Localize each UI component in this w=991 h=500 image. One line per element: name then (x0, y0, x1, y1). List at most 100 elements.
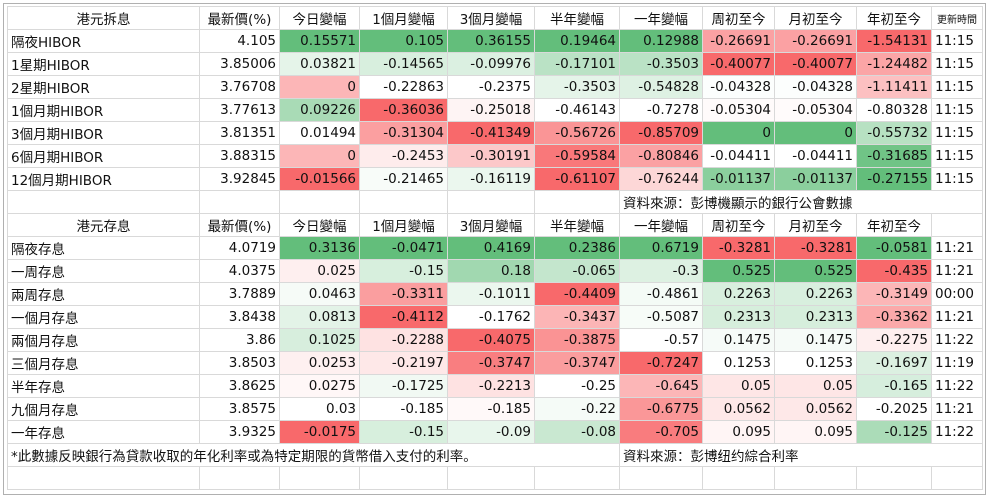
rate-cell: -0.645 (619, 374, 703, 398)
rate-cell: -1.11411 (856, 75, 932, 99)
rate-cell: -0.3437 (534, 305, 620, 329)
rate-cell: 0.03 (279, 397, 360, 421)
rate-cell: -0.41349 (447, 121, 535, 145)
rate-cell: -0.165 (856, 374, 932, 398)
empty-cell (534, 466, 620, 490)
update-time: 11:19 (931, 351, 983, 375)
rate-cell: -0.15 (359, 420, 448, 444)
rate-cell: -0.01137 (774, 167, 857, 191)
rate-cell: -0.3311 (359, 282, 448, 306)
rate-cell: 0.1025 (279, 328, 360, 352)
rate-cell: -0.7247 (619, 351, 703, 375)
rate-cell: -0.4861 (619, 282, 703, 306)
row-label: 12個月期HIBOR (7, 167, 200, 191)
data-row: 一個月存息 3.8438 0.0813 -0.4112 -0.1762 -0.3437 -0… (7, 305, 983, 329)
rate-cell: -0.2288 (359, 328, 448, 352)
column-header: 月初至今 (774, 213, 857, 237)
rate-cell: -0.05304 (774, 98, 857, 122)
screenshot-frame: 港元拆息 最新價(%) 今日變幅 1個月變幅 3個月變幅 半年變幅 一年變幅 周初至今 月初至今… (3, 3, 986, 495)
rate-cell: -0.185 (359, 397, 448, 421)
rate-cell: 0.525 (702, 259, 775, 283)
row-label: 兩個月存息 (7, 328, 200, 352)
data-row: 兩周存息 3.7889 0.0463 -0.3311 -0.1011 -0.4409 -0.… (7, 282, 983, 306)
empty-cell (931, 466, 983, 490)
rate-cell: -0.01137 (702, 167, 775, 191)
rate-cell: -0.3281 (774, 236, 857, 260)
rate-cell: -0.09 (447, 420, 535, 444)
rate-cell: 0.095 (774, 420, 857, 444)
rate-cell: -0.30191 (447, 144, 535, 168)
rate-cell: 3.85006 (199, 52, 280, 76)
rate-cell: -0.3 (619, 259, 703, 283)
empty-cell (619, 466, 703, 490)
rate-cell: -0.3149 (856, 282, 932, 306)
rate-cell: 0.1253 (774, 351, 857, 375)
rate-cell: 0 (279, 75, 360, 99)
empty-cell (931, 213, 983, 237)
rate-cell: 3.76708 (199, 75, 280, 99)
update-time: 11:15 (931, 167, 983, 191)
rate-cell: -0.22 (534, 397, 620, 421)
rate-cell: -0.22863 (359, 75, 448, 99)
rate-cell: 0.05 (774, 374, 857, 398)
rate-cell: -0.0175 (279, 420, 360, 444)
row-label: 1星期HIBOR (7, 52, 200, 76)
column-header: 3個月變幅 (447, 6, 535, 30)
rate-cell: -0.6775 (619, 397, 703, 421)
row-label: 隔夜存息 (7, 236, 200, 260)
rate-cell: 0.15571 (279, 29, 360, 53)
rate-cell: -0.31685 (856, 144, 932, 168)
rate-cell: -0.59584 (534, 144, 620, 168)
update-time: 11:15 (931, 75, 983, 99)
rate-cell: 0.2386 (534, 236, 620, 260)
rate-cell: -0.21465 (359, 167, 448, 191)
data-row: 6個月期HIBOR 3.88315 0 -0.2453 -0.30191 -0.59584… (7, 144, 983, 168)
rate-cell: -0.56726 (534, 121, 620, 145)
rate-cell: -0.76244 (619, 167, 703, 191)
column-header: 港元存息 (7, 213, 200, 237)
update-time: 11:15 (931, 98, 983, 122)
data-row: 隔夜存息 4.0719 0.3136 -0.0471 0.4169 0.2386 0.671… (7, 236, 983, 260)
rate-cell: -0.80328 (856, 98, 932, 122)
rate-cell: 4.0375 (199, 259, 280, 283)
empty-cell (199, 466, 280, 490)
empty-cell (279, 190, 360, 214)
rate-cell: -0.25018 (447, 98, 535, 122)
data-row: 一年存息 3.9325 -0.0175 -0.15 -0.09 -0.08 -0.705 0.… (7, 420, 983, 444)
update-time: 11:15 (931, 29, 983, 53)
rate-cell: -0.3747 (447, 351, 535, 375)
row-label: 1個月期HIBOR (7, 98, 200, 122)
column-header: 最新價(%) (199, 213, 280, 237)
row-label: 隔夜HIBOR (7, 29, 200, 53)
row-label: 6個月期HIBOR (7, 144, 200, 168)
empty-cell (447, 190, 535, 214)
rate-cell: 3.77613 (199, 98, 280, 122)
rate-cell: 0.1475 (702, 328, 775, 352)
rate-cell: 0.1475 (774, 328, 857, 352)
rate-cell: -0.3503 (619, 52, 703, 76)
rate-cell: -0.0471 (359, 236, 448, 260)
row-label: 一個月存息 (7, 305, 200, 329)
rate-cell: -0.065 (534, 259, 620, 283)
rate-cell: 0 (702, 121, 775, 145)
rate-cell: -0.25 (534, 374, 620, 398)
rate-cell: 3.8438 (199, 305, 280, 329)
rate-cell: -0.15 (359, 259, 448, 283)
rate-cell: 3.92845 (199, 167, 280, 191)
rate-cell: 0.0253 (279, 351, 360, 375)
column-header: 最新價(%) (199, 6, 280, 30)
rate-cell: -0.54828 (619, 75, 703, 99)
rate-cell: 0.09226 (279, 98, 360, 122)
source-note: 資料來源：彭博機顯示的銀行公會數據 (619, 190, 983, 214)
rate-cell: -0.4409 (534, 282, 620, 306)
rate-cell: 0.0562 (774, 397, 857, 421)
rate-cell: 0.0463 (279, 282, 360, 306)
update-time: 11:21 (931, 397, 983, 421)
rate-cell: -0.85709 (619, 121, 703, 145)
rate-cell: 0.4169 (447, 236, 535, 260)
rate-cell: -0.2453 (359, 144, 448, 168)
rate-cell: -0.2375 (447, 75, 535, 99)
data-row: 3個月期HIBOR 3.81351 0.01494 -0.31304 -0.41349-… (7, 121, 983, 145)
column-header: 今日變幅 (279, 213, 360, 237)
row-label: 2星期HIBOR (7, 75, 200, 99)
